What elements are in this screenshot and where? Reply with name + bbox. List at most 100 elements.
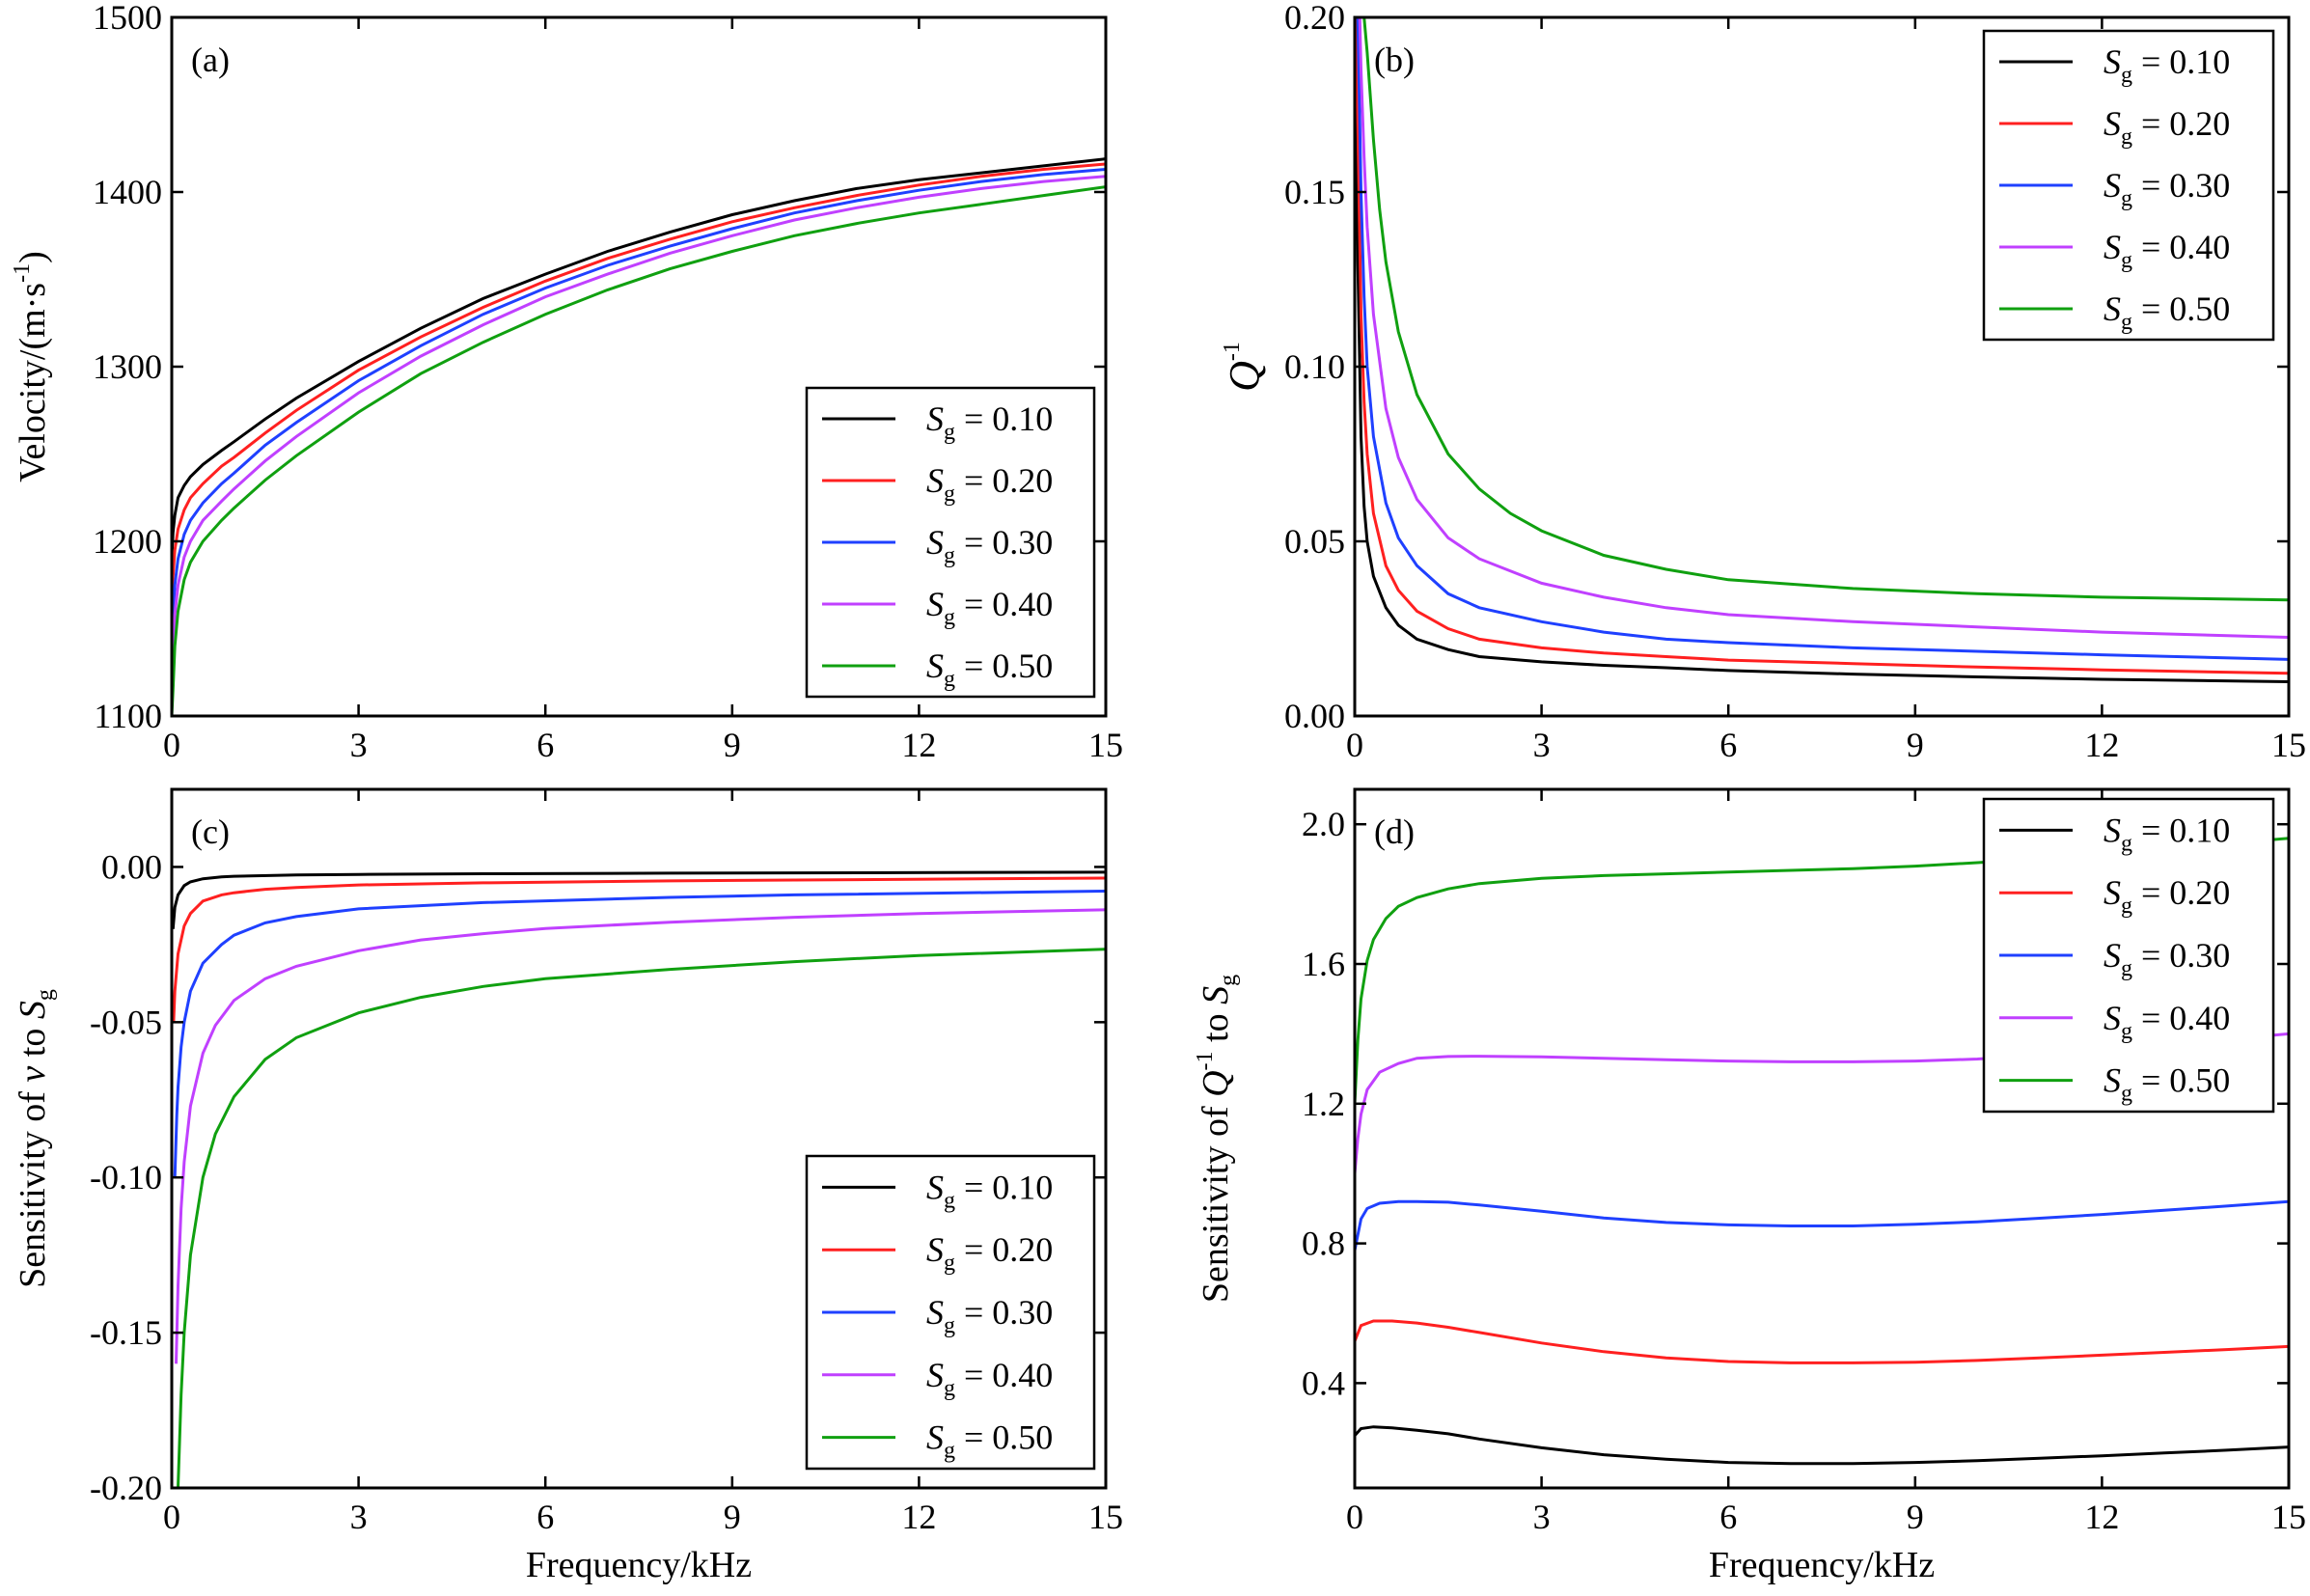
series-line-040 (175, 908, 1106, 1364)
y-tick-label: 0.8 (1302, 1225, 1345, 1263)
x-tick-label: 15 (1088, 726, 1123, 764)
legend-entry: Sg = 0.30 (926, 1293, 1053, 1338)
y-tick-label: 0.10 (1284, 347, 1345, 386)
legend-box (805, 1154, 1096, 1471)
x-tick-label: 0 (1346, 1498, 1363, 1536)
x-tick-label: 6 (1719, 726, 1737, 764)
legend: Sg = 0.10 Sg = 0.20 Sg = 0.30 Sg = 0.40 Sg =… (1982, 797, 2275, 1114)
legend-entry: Sg = 0.50 (2104, 1061, 2230, 1107)
legend-entry: Sg = 0.50 (926, 1418, 1053, 1464)
series-line-050 (1362, 17, 2289, 602)
legend-entry: Sg = 0.40 (2104, 999, 2230, 1044)
x-axis-label: Frequency/kHz (526, 1545, 752, 1585)
y-tick-label: 0.4 (1302, 1363, 1345, 1402)
series-line-030 (1356, 17, 2289, 661)
panel-label: (b) (1374, 41, 1415, 79)
y-tick-label: 1.6 (1302, 945, 1345, 983)
x-tick-label: 15 (2271, 726, 2306, 764)
legend-entry: Sg = 0.30 (2104, 936, 2230, 981)
legend-entry: Sg = 0.10 (2104, 42, 2230, 88)
series-line-010 (1355, 17, 2289, 683)
series-line-040 (172, 175, 1106, 699)
panel-label: (a) (191, 41, 230, 79)
x-tick-label: 3 (1533, 1498, 1551, 1536)
legend-entry: Sg = 0.50 (2104, 289, 2230, 335)
y-tick-label: 0.20 (1284, 0, 1345, 37)
x-tick-label: 15 (2271, 1498, 2306, 1536)
x-tick-label: 12 (901, 1498, 936, 1536)
series-line-020 (172, 162, 1106, 612)
y-tick-label: 1200 (93, 522, 162, 561)
panel-label: (d) (1374, 812, 1415, 851)
y-tick-label: -0.20 (90, 1469, 162, 1507)
series-line-010 (172, 870, 1106, 929)
series-line-050 (172, 185, 1106, 716)
x-tick-label: 3 (350, 726, 368, 764)
legend-entry: Sg = 0.30 (2104, 166, 2230, 211)
x-tick-label: 6 (1719, 1498, 1737, 1536)
legend: Sg = 0.10 Sg = 0.20 Sg = 0.30 Sg = 0.40 Sg =… (805, 386, 1096, 699)
legend: Sg = 0.10 Sg = 0.20 Sg = 0.30 Sg = 0.40 Sg =… (805, 1154, 1096, 1471)
y-tick-label: 1400 (93, 173, 162, 211)
series-line-010 (1355, 1425, 2289, 1466)
series-group (172, 870, 1106, 1488)
series-line-030 (172, 168, 1106, 664)
panel-b: 0 3 6 9 12 15 0.00 0.05 0.10 0.15 0.20 (b) Q-1 Sg = 0… (1220, 0, 2306, 764)
plot-frame (1353, 787, 2291, 1490)
legend: Sg = 0.10 Sg = 0.20 Sg = 0.30 Sg = 0.40 Sg =… (1982, 29, 2275, 342)
y-tick-label: 0.05 (1284, 522, 1345, 561)
plot-frame (170, 787, 1108, 1490)
x-tick-label: 12 (2084, 726, 2119, 764)
legend-entry: Sg = 0.40 (926, 1356, 1053, 1401)
y-axis-label: Velocity/(m·s-1) (10, 251, 53, 482)
panel-c: 0 3 6 9 12 15 -0.20 -0.15 -0.10 -0.05 0.00 (c) Frequ… (13, 787, 1123, 1585)
x-tick-label: 12 (901, 726, 936, 764)
series-line-010 (172, 157, 1106, 560)
panel-a: 0 3 6 9 12 15 1100 1200 1300 1400 1500 (a) Velocity/… (10, 0, 1123, 764)
y-tick-label: -0.05 (90, 1003, 162, 1041)
series-line-020 (1355, 1319, 2289, 1364)
x-tick-label: 9 (724, 726, 741, 764)
y-tick-label: 1.2 (1302, 1085, 1345, 1123)
series-group (1355, 17, 2289, 683)
x-tick-label: 3 (1533, 726, 1551, 764)
legend-entry: Sg = 0.10 (2104, 811, 2230, 856)
legend-entry: Sg = 0.40 (926, 585, 1053, 630)
legend-entry: Sg = 0.40 (2104, 228, 2230, 273)
y-axis-label: Sensitivity of v to Sg (13, 989, 58, 1288)
series-group (172, 157, 1106, 716)
legend-entry: Sg = 0.20 (2104, 104, 2230, 150)
legend-entry: Sg = 0.10 (926, 1168, 1053, 1213)
x-axis-label: Frequency/kHz (1709, 1545, 1935, 1585)
y-axis-label: Sensitivity of Q-1 to Sg (1193, 975, 1241, 1303)
x-tick-label: 0 (1346, 726, 1363, 764)
legend-entry: Sg = 0.10 (926, 399, 1053, 445)
y-axis-label: Q-1 (1220, 342, 1268, 392)
legend-entry: Sg = 0.20 (926, 1230, 1053, 1276)
legend-entry: Sg = 0.50 (926, 647, 1053, 692)
x-tick-label: 9 (724, 1498, 741, 1536)
y-tick-label: 1500 (93, 0, 162, 37)
y-tick-label: 1100 (94, 697, 162, 735)
legend-entry: Sg = 0.20 (2104, 873, 2230, 919)
x-tick-label: 9 (1907, 726, 1924, 764)
y-tick-label: 0.00 (1284, 697, 1345, 735)
x-tick-label: 0 (163, 726, 180, 764)
x-tick-label: 6 (536, 726, 554, 764)
series-line-030 (173, 890, 1106, 1178)
y-tick-label: 0.00 (101, 847, 162, 886)
series-line-040 (1358, 17, 2289, 639)
legend-entry: Sg = 0.20 (926, 461, 1053, 507)
x-tick-label: 15 (1088, 1498, 1123, 1536)
series-line-020 (1355, 17, 2289, 675)
x-tick-label: 9 (1907, 1498, 1924, 1536)
legend-entry: Sg = 0.30 (926, 523, 1053, 568)
series-line-020 (172, 876, 1106, 1023)
series-line-030 (1355, 1199, 2289, 1252)
y-tick-label: 0.15 (1284, 173, 1345, 211)
y-tick-label: -0.10 (90, 1158, 162, 1197)
y-tick-label: 1300 (93, 347, 162, 386)
y-tick-label: -0.15 (90, 1313, 162, 1352)
series-line-050 (177, 948, 1106, 1488)
